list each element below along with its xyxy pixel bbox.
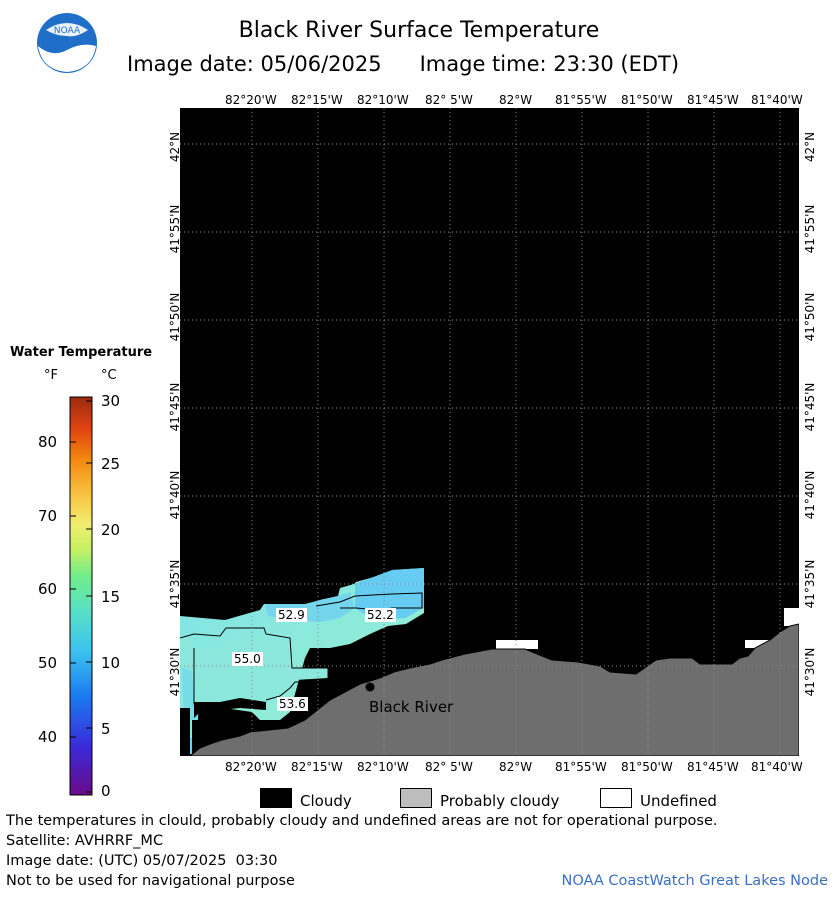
graticule [180, 108, 799, 756]
image-datetime: Image date: 05/06/2025 Image time: 23:30 … [127, 52, 717, 76]
temp-label: 52.9 [276, 608, 307, 622]
color-scale [69, 396, 93, 796]
disclaimer-text: The temperatures in clould, probably clo… [6, 813, 718, 829]
page-title: Black River Surface Temperature [238, 18, 600, 43]
tick-c: 30 [101, 392, 121, 410]
tick-c: 0 [101, 782, 111, 800]
tick-f: 80 [38, 433, 58, 451]
cloud-pocket [180, 638, 328, 704]
lon-label: 82°W [499, 760, 533, 774]
lat-label: 41°35'N [803, 559, 817, 609]
tick-c: 10 [101, 654, 121, 672]
cloud-pocket [180, 708, 190, 756]
lon-label: 81°55'W [555, 93, 607, 107]
cloud-pocket [194, 698, 266, 718]
lon-label: 82°15'W [291, 760, 343, 774]
lon-label: 82°10'W [357, 760, 409, 774]
lon-label: 82° 5'W [425, 760, 473, 774]
utc-date-text: Image date: (UTC) 05/07/2025 03:30 [6, 853, 278, 869]
temp-label: 52.2 [365, 608, 396, 622]
lon-label: 82°W [499, 93, 533, 107]
image-date: Image date: 05/06/2025 [127, 52, 382, 76]
key-probably-cloudy-label: Probably cloudy [440, 792, 560, 810]
legend-title: Water Temperature [10, 345, 153, 360]
tick-c: 20 [101, 521, 121, 539]
place-label: Black River [369, 698, 454, 716]
temperature-map [180, 108, 799, 756]
black-river-marker [365, 682, 375, 692]
lon-label: 81°40'W [751, 93, 803, 107]
lat-label: 42°N [803, 131, 817, 163]
key-undefined-swatch [600, 788, 632, 808]
contour-line [180, 627, 267, 639]
lon-label: 81°50'W [621, 93, 673, 107]
unit-f: °F [44, 368, 58, 383]
contour-line [193, 648, 220, 705]
tick-f: 70 [38, 507, 58, 525]
temp-label: 55.0 [232, 652, 263, 666]
noaa-logo: NOAA [37, 13, 97, 73]
tick-c: 25 [101, 455, 121, 473]
lat-label: 41°45'N [803, 382, 817, 432]
lat-label: 41°55'N [803, 204, 817, 254]
credit-text: NOAA CoastWatch Great Lakes Node [561, 873, 828, 889]
lon-label: 82°20'W [225, 93, 277, 107]
nav-warning-text: Not to be used for navigational purpose [6, 873, 295, 889]
cloud-pocket [328, 648, 358, 686]
undefined-area [496, 640, 538, 649]
contour-line [265, 633, 329, 701]
lon-label: 81°40'W [751, 760, 803, 774]
tick-c: 15 [101, 588, 121, 606]
lon-label: 82°20'W [225, 760, 277, 774]
lat-label: 41°50'N [803, 292, 817, 342]
lon-label: 81°45'W [687, 93, 739, 107]
unit-c: °C [101, 368, 117, 383]
tick-f: 50 [38, 654, 58, 672]
lon-label: 81°55'W [555, 760, 607, 774]
image-time: Image time: 23:30 (EDT) [419, 52, 680, 76]
key-undefined-label: Undefined [640, 792, 717, 810]
tick-c: 5 [101, 720, 111, 738]
undefined-area [784, 608, 799, 626]
tick-f: 40 [38, 728, 58, 746]
undefined-area [745, 640, 773, 648]
key-cloudy-label: Cloudy [300, 792, 352, 810]
lat-label: 41°40'N [803, 470, 817, 520]
lon-label: 82°15'W [291, 93, 343, 107]
svg-text:NOAA: NOAA [54, 26, 81, 36]
tick-f: 60 [38, 580, 58, 598]
lon-label: 81°45'W [687, 760, 739, 774]
land-area [189, 623, 799, 756]
lon-label: 82° 5'W [425, 93, 473, 107]
lat-label: 41°30'N [803, 647, 817, 697]
key-cloudy-swatch [260, 788, 292, 808]
key-probably-cloudy-swatch [400, 788, 432, 808]
satellite-text: Satellite: AVHRRF_MC [6, 833, 164, 849]
lon-label: 81°50'W [621, 760, 673, 774]
temp-label: 53.6 [277, 697, 308, 711]
lon-label: 82°10'W [357, 93, 409, 107]
